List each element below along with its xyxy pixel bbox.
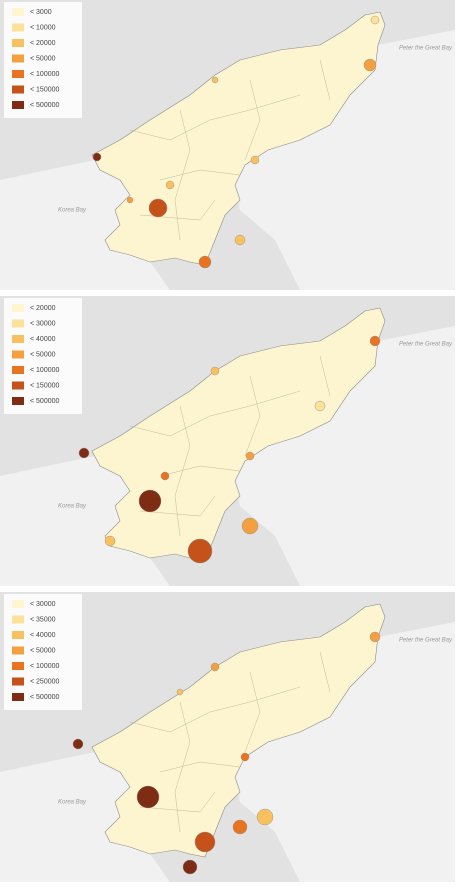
legend-label: < 3000: [30, 9, 52, 16]
region: [370, 15, 380, 25]
region: [314, 400, 326, 412]
sea-label: Peter the Great Bay: [399, 46, 453, 52]
region: [245, 451, 255, 461]
legend-label: < 50000: [30, 647, 56, 654]
region: [234, 234, 246, 246]
map-panel: Korea Bay Peter the Great Bay < 30000 < 350…: [0, 591, 456, 883]
legend-swatch: [12, 8, 24, 16]
region: [240, 752, 250, 762]
legend-swatch: [12, 600, 24, 608]
legend-label: < 20000: [30, 305, 56, 312]
legend-label: < 250000: [30, 678, 59, 685]
region: [92, 152, 102, 162]
region: [182, 859, 198, 875]
sea-label: Korea Bay: [58, 800, 87, 806]
region: [165, 180, 175, 190]
region: [210, 662, 220, 672]
region: [369, 335, 381, 347]
region: [232, 819, 248, 835]
legend-label: < 40000: [30, 632, 56, 639]
region: [104, 535, 116, 547]
legend-swatch: [12, 662, 24, 670]
sea-label: Korea Bay: [58, 208, 87, 214]
region: [148, 198, 168, 218]
region: [369, 631, 381, 643]
region: [72, 738, 84, 750]
legend-swatch: [12, 397, 24, 405]
legend-label: < 30000: [30, 320, 56, 327]
legend-label: < 150000: [30, 382, 59, 389]
legend-swatch: [12, 615, 24, 624]
legend-swatch: [12, 631, 24, 639]
legend-swatch: [12, 693, 24, 701]
region: [160, 471, 170, 481]
legend-label: < 100000: [30, 367, 59, 374]
legend-label: < 20000: [30, 40, 56, 47]
legend-label: < 150000: [30, 86, 59, 93]
legend-swatch: [12, 39, 24, 47]
legend-label: < 10000: [30, 24, 56, 31]
legend-label: < 40000: [30, 336, 56, 343]
region: [363, 58, 377, 72]
map-panel: Korea Bay Peter the Great Bay < 3000 < 1000…: [0, 0, 456, 291]
region: [241, 517, 259, 535]
region: [256, 808, 274, 826]
legend-swatch: [12, 54, 24, 63]
region: [198, 255, 212, 269]
legend: < 20000 < 30000 < 40000 < 50000 < 100000 < 15…: [4, 298, 82, 414]
legend-swatch: [12, 304, 24, 312]
region: [211, 76, 219, 84]
sea-label: Peter the Great Bay: [399, 342, 453, 348]
region: [250, 155, 260, 165]
sea-label: Peter the Great Bay: [399, 638, 453, 644]
legend-label: < 500000: [30, 102, 59, 109]
legend-label: < 50000: [30, 55, 56, 62]
region: [176, 688, 184, 696]
legend-label: < 30000: [30, 601, 56, 608]
legend-label: < 100000: [30, 71, 59, 78]
legend: < 3000 < 10000 < 20000 < 50000 < 100000 < 150…: [4, 2, 82, 118]
region: [126, 196, 134, 204]
region: [78, 447, 90, 459]
legend-swatch: [12, 70, 24, 78]
legend-label: < 50000: [30, 351, 56, 358]
legend-label: < 100000: [30, 663, 59, 670]
region: [136, 785, 160, 809]
sea-label: Korea Bay: [58, 504, 87, 510]
legend-swatch: [12, 101, 24, 109]
legend-swatch: [12, 319, 24, 328]
map-panel: Korea Bay Peter the Great Bay < 20000 < 300…: [0, 295, 456, 587]
legend-swatch: [12, 85, 24, 94]
legend-swatch: [12, 335, 24, 343]
legend-swatch: [12, 23, 24, 32]
region: [194, 831, 216, 853]
legend-swatch: [12, 350, 24, 359]
legend-label: < 35000: [30, 616, 56, 623]
legend-swatch: [12, 677, 24, 686]
legend-swatch: [12, 381, 24, 390]
legend-swatch: [12, 366, 24, 374]
legend-swatch: [12, 646, 24, 655]
region: [138, 489, 162, 513]
region: [187, 538, 213, 564]
legend-label: < 500000: [30, 694, 59, 701]
region: [210, 366, 220, 376]
legend-label: < 500000: [30, 398, 59, 405]
legend: < 30000 < 35000 < 40000 < 50000 < 100000 < 25…: [4, 594, 82, 710]
